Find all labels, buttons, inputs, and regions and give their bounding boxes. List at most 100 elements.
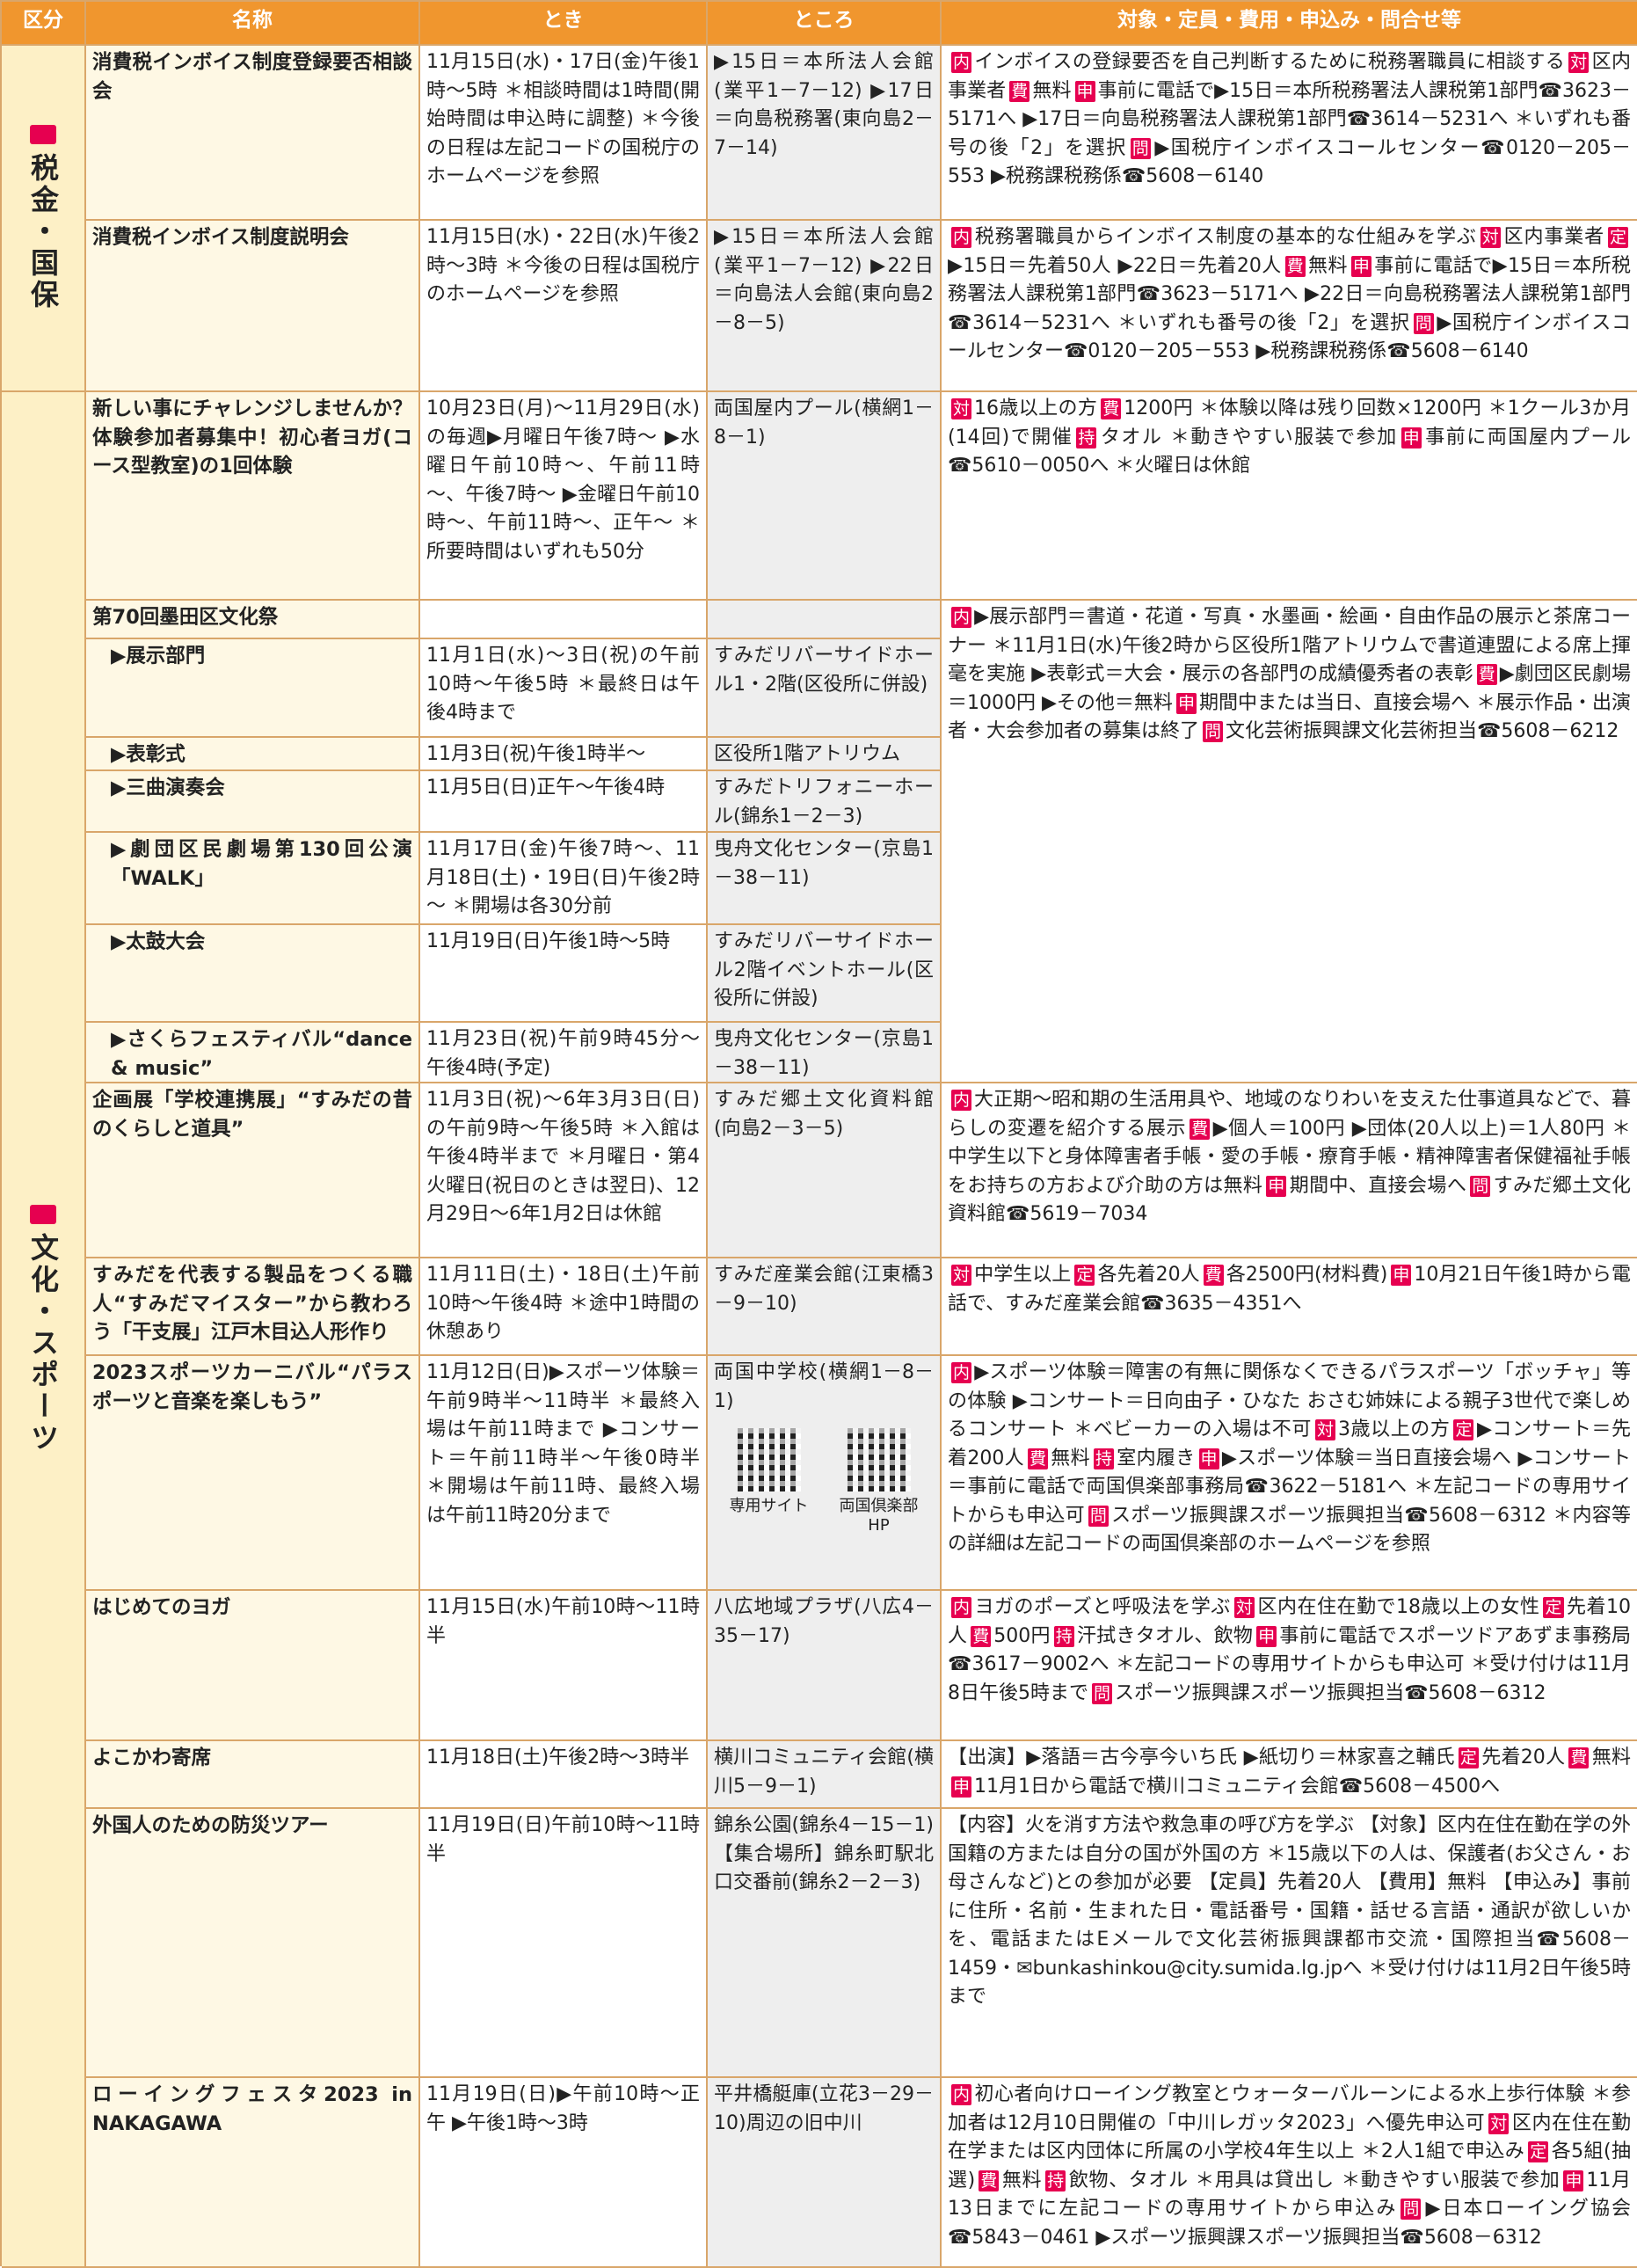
header-cell: ところ [708,2,942,46]
badge: 費 [1027,1448,1048,1469]
place-text: すみだ郷土文化資料館(向島2－3－5) [714,1089,934,1140]
badge: 費 [1568,1747,1590,1768]
badge: 申 [1074,80,1095,102]
header-cell: 対象・定員・費用・申込み・問合せ等 [942,2,1637,46]
event-name: 消費税インボイス制度登録要否相談会 [86,46,420,221]
category-cell: 税金・国保 [2,46,86,392]
badge: 申 [1256,1625,1277,1647]
sub-event-name: ▶展示部門 [86,639,420,738]
place-text: 八広地域プラザ(八広4－35－17) [714,1596,934,1647]
details-text: すみだ郷土文化資料館☎5619－7034 [948,1174,1631,1226]
event-time: 11月19日(日)▶午前10時～正午 ▶午後1時～3時 [420,2078,708,2268]
details-text: ▶スポーツ体験＝障害の有無に関係なくできるパラスポーツ「ボッチャ」等の体験 ▶コ… [948,1361,1631,1440]
badge: 持 [1045,2170,1066,2191]
event-name: 新しい事にチャレンジしませんか？体験参加者募集中！初心者ヨガ(コース型教室)の1… [86,392,420,601]
details-text: 【内容】火を消す方法や救急車の呼び方を学ぶ 【対象】区内在住在勤在学の外国籍の方… [948,1814,1631,2008]
details-text: 無料 [1001,2169,1043,2191]
event-name: 第70回墨田区文化祭 [86,601,420,639]
event-time: 11月3日(祝)～6年3月3日(日)の午前9時～午後5時 ＊入館は午後4時半まで… [420,1083,708,1258]
category-label: 税金・国保 [26,153,60,311]
details-cell: 内税務署職員からインボイス制度の基本的な仕組みを学ぶ対区内事業者 定 ▶15日＝先着… [942,221,1637,392]
badge: 問 [1413,312,1434,334]
event-time [420,601,708,639]
badge: 定 [1458,1747,1479,1768]
details-text: ▶展示部門＝書道・花道・写真・水墨画・絵画・自由作品の展示と茶席コーナー ＊11… [948,606,1631,685]
details-text: 中学生以上 [974,1264,1072,1286]
event-place: 両国屋内プール(横網1－8－1) [708,392,942,601]
details-text: 区内在住在勤在学または区内団体に所属の小学校4年生以上 ＊2人1組で申込み [948,2111,1631,2163]
details-text: インボイスの登録要否を自己判断するために税務署職員に相談する [974,51,1566,73]
event-time: 11月11日(土)・18日(土)午前10時～午後4時 ＊途中1時間の休憩あり [420,1258,708,1356]
badge: 費 [979,2170,1000,2191]
event-name: 2023スポーツカーニバル“パラスポーツと音楽を楽しもう” [86,1356,420,1591]
qr-image [847,1428,911,1491]
details-text: スポーツ振興課スポーツ振興担当☎5608－6312 [1115,1681,1546,1704]
details-text: 16歳以上の方 [974,397,1098,419]
sub-event-name: ▶表彰式 [86,738,420,771]
details-text: 室内履き [1116,1447,1196,1469]
event-place: 横川コミュニティ会館(横川5－9－1) [708,1741,942,1809]
details-text: 11月13日までに左記コードの専用サイトから申込み [948,2169,1631,2221]
badge: 内 [951,1362,972,1383]
event-time: 11月19日(日)午後1時～5時 [420,925,708,1023]
qr-codes: 専用サイト 両国倶楽部HP [714,1428,934,1535]
badge: 対 [1568,52,1590,73]
badge: 費 [1101,398,1122,419]
badge: 費 [971,1625,992,1647]
qr-code: 両国倶楽部HP [831,1428,928,1535]
details-text: ▶日本ローイング協会☎5843－0461 ▶スポーツ振興課スポーツ振興担当☎56… [948,2198,1632,2249]
event-place: 八広地域プラザ(八広4－35－17) [708,1591,942,1741]
event-place: 両国中学校(横網1－8－1) 専用サイト 両国倶楽部HP [708,1356,942,1591]
details-text: 区内事業者 [948,51,1631,102]
details-text: 11月1日から電話で横川コミュニティ会館☎5608－4500へ [974,1775,1501,1798]
details-text: 区内事業者 [1502,226,1604,248]
details-text: 汗拭きタオル、飲物 [1076,1624,1254,1647]
badge: 内 [951,52,972,73]
event-time: 11月12日(日)▶スポーツ体験＝午前9時半～11時半 ＊最終入場は午前11時ま… [420,1356,708,1591]
event-place: すみだ郷土文化資料館(向島2－3－5) [708,1083,942,1258]
badge: 費 [1284,255,1306,277]
details-text: 無料 [1032,79,1072,102]
event-place: 区役所1階アトリウム [708,738,942,771]
badge: 内 [951,607,972,628]
details-text: ▶国税庁インボイスコールセンター☎0120－205－553 ▶税務課税務係☎56… [948,311,1631,363]
place-text: 横川コミュニティ会館(横川5－9－1) [714,1747,934,1798]
category-cell: 文化・スポーツ [2,392,86,2268]
badge: 定 [1074,1265,1095,1286]
details-text: 無料 [1307,254,1348,277]
details-text: 10月21日午後1時から電話で、すみだ産業会館☎3635－4351へ [948,1264,1631,1315]
details-text: 事前に電話で▶15日＝本所税務署法人課税第1部門☎3623－5171へ ▶17日… [948,79,1631,159]
header-cell: 名称 [86,2,420,46]
badge: 申 [1401,427,1422,448]
header-cell: 区分 [2,2,86,46]
details-cell: 内ヨガのポーズと呼吸法を学ぶ対区内在住在勤で18歳以上の女性定先着10人費 500… [942,1591,1637,1741]
event-name: 企画展「学校連携展」“すみだの昔のくらしと道具” [86,1083,420,1258]
event-time: 11月15日(水)・22日(水)午後2時～3時 ＊今後の日程は国税庁のホームペー… [420,221,708,392]
details-text: 先着10人 [948,1596,1631,1647]
event-time: 11月3日(祝)午後1時半～ [420,738,708,771]
details-text: 文化芸術振興課文化芸術担当☎5608－6212 [1226,720,1619,742]
event-time: 11月19日(日)午前10時～11時半 [420,1809,708,2078]
sub-event-name: ▶太鼓大会 [86,925,420,1023]
event-name: 消費税インボイス制度説明会 [86,221,420,392]
details-text: 無料 [1050,1447,1090,1469]
details-text: 事前に両国屋内プール☎5610－0050へ ＊火曜日は休館 [948,426,1631,478]
details-cell: 内初心者向けローイング教室とウォーターバルーンによる水上歩行体験 ＊参加者は12… [942,2078,1637,2268]
badge: 申 [1266,1175,1287,1197]
qr-code: 専用サイト [721,1428,818,1535]
badge: 申 [1563,2170,1584,2191]
badge: 申 [1198,1448,1219,1469]
badge: 問 [1088,1505,1109,1527]
event-time: 11月1日(水)～3日(祝)の午前10時～午後5時 ＊最終日は午後4時まで [420,639,708,738]
event-place: すみだトリフォニーホール(錦糸1－2－3) [708,771,942,833]
badge: 対 [1233,1597,1255,1618]
badge: 問 [1092,1682,1113,1704]
event-place: すみだリバーサイドホール1・2階(区役所に併設) [708,639,942,738]
details-text: 区内在住在勤で18歳以上の女性 [1256,1596,1540,1618]
details-text: 各2500円(材料費) [1226,1264,1388,1286]
badge: 持 [1053,1625,1074,1647]
sub-event-name: ▶さくらフェスティバル“dance & music” [86,1023,420,1083]
sub-event-name: ▶劇団区民劇場第130回公演「WALK」 [86,833,420,925]
details-cell: 内 ▶展示部門＝書道・花道・写真・水墨画・絵画・自由作品の展示と茶席コーナー ＊1… [942,601,1637,1083]
